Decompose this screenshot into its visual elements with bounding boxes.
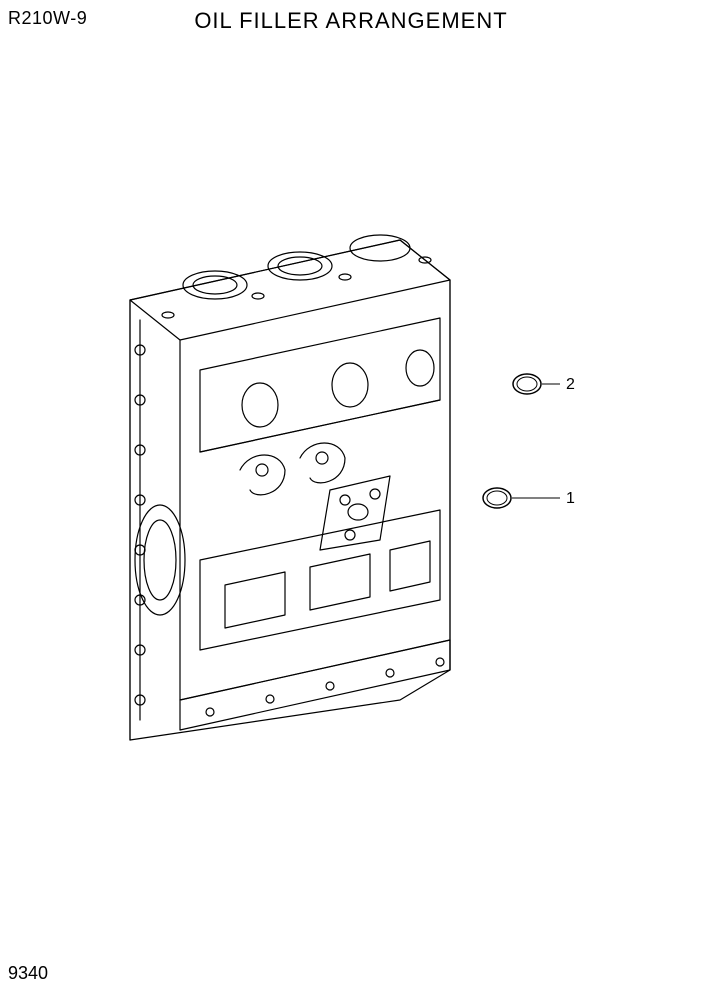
engine-block xyxy=(130,235,450,740)
page: R210W-9 OIL FILLER ARRANGEMENT xyxy=(0,0,702,992)
callout-layer xyxy=(483,374,560,508)
diagram xyxy=(0,0,702,992)
callout-label-1: 1 xyxy=(566,490,575,508)
page-number: 9340 xyxy=(8,963,48,984)
callout-label-2: 2 xyxy=(566,376,575,394)
